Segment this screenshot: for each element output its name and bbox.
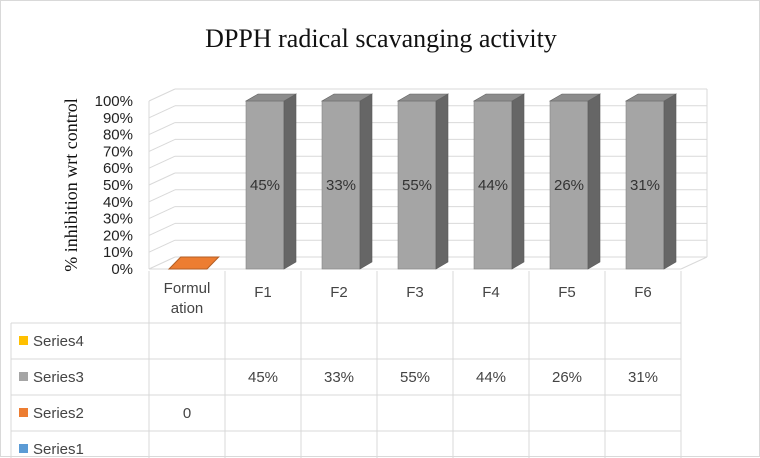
y-tick-label: 10%: [103, 244, 133, 261]
bar-front: [321, 100, 361, 270]
category-label: F2: [330, 284, 348, 301]
category-label: F5: [558, 284, 576, 301]
data-label: 33%: [326, 177, 356, 194]
gridline-side: [148, 155, 176, 169]
gridline-side: [148, 256, 176, 270]
bar-top: [472, 93, 526, 102]
bar-side: [359, 93, 373, 270]
bar-top: [244, 93, 298, 102]
y-tick-labels: 0%10%20%30%40%50%60%70%80%90%100%: [95, 93, 133, 278]
floor-edge-side: [680, 256, 708, 270]
bar-series3: [244, 93, 298, 270]
series-name: Series3: [33, 369, 84, 386]
y-tick-label: 50%: [103, 177, 133, 194]
bar-side: [663, 93, 677, 270]
bar-side: [435, 93, 449, 270]
table-cell-value: 55%: [400, 369, 430, 386]
data-label: 26%: [554, 177, 584, 194]
gridline-side: [148, 189, 176, 203]
data-label: 31%: [630, 177, 660, 194]
bars: 45% 33% 55% 44% 26% 31%: [167, 93, 678, 270]
legend-key: [19, 372, 28, 381]
table-cell-value: 26%: [552, 369, 582, 386]
chart-title: DPPH radical scavanging activity: [205, 24, 557, 53]
category-label: F4: [482, 284, 500, 301]
table-cell-value: 0: [183, 405, 191, 422]
y-tick-label: 20%: [103, 227, 133, 244]
series-name: Series4: [33, 333, 84, 350]
table-cell-value: 45%: [248, 369, 278, 386]
series-name: Series1: [33, 441, 84, 458]
gridline-side: [148, 206, 176, 220]
gridline-side: [148, 138, 176, 152]
table-cell-value: 33%: [324, 369, 354, 386]
bar-front: [473, 100, 513, 270]
data-label: 55%: [402, 177, 432, 194]
bar-top: [396, 93, 450, 102]
gridline-side: [148, 239, 176, 253]
y-tick-label: 30%: [103, 211, 133, 228]
gridline-side: [148, 105, 176, 119]
bar-side: [283, 93, 297, 270]
legend-key: [19, 408, 28, 417]
y-axis-label: % inhibition wrt control: [61, 98, 81, 271]
bar-front: [245, 100, 285, 270]
category-label: F6: [634, 284, 652, 301]
legend-key: [19, 444, 28, 453]
data-label: 44%: [478, 177, 508, 194]
y-tick-label: 0%: [111, 261, 133, 278]
bar-front: [397, 100, 437, 270]
y-tick-label: 80%: [103, 127, 133, 144]
table-cell-value: 31%: [628, 369, 658, 386]
y-tick-label: 70%: [103, 143, 133, 160]
bar-series3: [472, 93, 526, 270]
bar-front: [625, 100, 665, 270]
y-tick-label: 90%: [103, 110, 133, 127]
bar-side: [511, 93, 525, 270]
y-tick-label: 40%: [103, 194, 133, 211]
category-label: Formul ation: [164, 280, 211, 317]
data-table: Formul ation F1 F2 F3 F4 F5 F6 Series4 Series3 45%…: [10, 271, 682, 458]
gridline-side: [148, 222, 176, 236]
bar-side: [587, 93, 601, 270]
bar-top: [320, 93, 374, 102]
bar-series3: [396, 93, 450, 270]
bar-top: [624, 93, 678, 102]
data-label: 45%: [250, 177, 280, 194]
series-name: Series2: [33, 405, 84, 422]
bar-top: [548, 93, 602, 102]
bar-series3: [624, 93, 678, 270]
y-tick-label: 100%: [95, 93, 133, 110]
gridline-side: [148, 122, 176, 136]
gridline-side: [148, 88, 176, 102]
bar-series3: [320, 93, 374, 270]
category-label: F3: [406, 284, 424, 301]
legend-key: [19, 336, 28, 345]
category-label: F1: [254, 284, 272, 301]
bar-series3: [548, 93, 602, 270]
gridline-side: [148, 172, 176, 186]
table-cell-value: 44%: [476, 369, 506, 386]
bar-series2: [167, 256, 220, 270]
y-tick-label: 60%: [103, 160, 133, 177]
